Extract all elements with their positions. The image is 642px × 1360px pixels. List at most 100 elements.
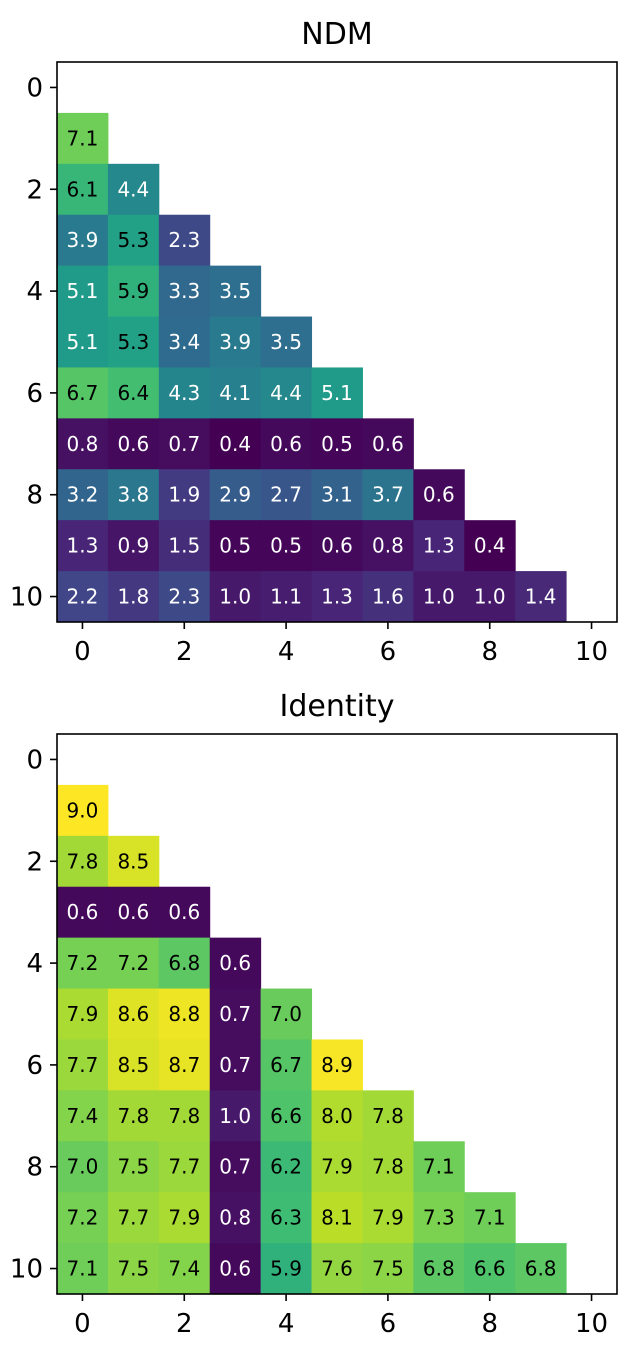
cell-value-label: 1.5 (168, 534, 200, 558)
heatmap-cell (57, 835, 109, 888)
cell-value-label: 0.6 (372, 432, 404, 456)
cell-value-label: 5.3 (117, 330, 149, 354)
heatmap-cell (158, 1090, 211, 1142)
cell-value-label: 2.2 (67, 585, 99, 609)
cell-value-label: 7.0 (67, 1155, 99, 1179)
cell-value-label: 0.7 (219, 1053, 251, 1077)
heatmap-cell (209, 988, 262, 1040)
cell-value-label: 3.5 (219, 279, 251, 303)
cell-value-label: 7.7 (168, 1155, 200, 1179)
cell-value-label: 6.1 (67, 177, 99, 201)
heatmap-cell (464, 571, 516, 623)
cell-value-label: 1.0 (219, 1104, 251, 1128)
cell-value-label: 7.7 (67, 1053, 99, 1077)
x-tick-label: 6 (380, 637, 397, 667)
heatmap-cell (311, 571, 363, 623)
cell-value-label: 7.8 (372, 1155, 404, 1179)
cell-value-label: 0.6 (219, 1257, 251, 1281)
cell-value-label: 7.8 (168, 1104, 200, 1128)
heatmap-cell (260, 1192, 313, 1244)
cell-value-label: 6.6 (270, 1104, 302, 1128)
heatmap-cell (107, 214, 160, 267)
heatmap-cell (311, 418, 363, 470)
heatmap-cell (260, 367, 313, 419)
cell-value-label: 1.4 (525, 585, 557, 609)
cell-value-label: 3.9 (219, 330, 251, 354)
heatmap-cell (57, 1090, 109, 1142)
heatmap-cell (362, 1141, 414, 1193)
cell-value-label: 4.1 (219, 381, 251, 405)
cell-value-label: 7.1 (474, 1206, 506, 1230)
cell-value-label: 3.8 (117, 483, 149, 507)
heatmap-cell (107, 1243, 160, 1295)
heatmap-cell (311, 1141, 363, 1193)
heatmap-cell (362, 571, 414, 623)
y-tick-label: 0 (26, 745, 43, 775)
heatmap-panel-1: NDM 7.1 6.1 4.4 3.9 5.3 2.3 5.1 5.9 3.3 3.5 5.1 5.3 3… (10, 17, 618, 667)
heatmap-cell (260, 1141, 313, 1193)
cell-value-label: 4.4 (270, 381, 302, 405)
heatmap-cell (260, 520, 313, 572)
heatmap-cell (209, 1192, 262, 1244)
cell-value-label: 7.8 (372, 1104, 404, 1128)
heatmap-cell (209, 1243, 262, 1295)
cell-value-label: 5.1 (67, 279, 99, 303)
heatmap-cell (209, 469, 262, 521)
cell-value-label: 5.9 (270, 1257, 302, 1281)
heatmap-cell (311, 1192, 363, 1244)
cell-value-label: 7.7 (117, 1206, 149, 1230)
cell-value-label: 6.8 (168, 951, 200, 975)
cell-value-label: 7.1 (67, 126, 99, 150)
cell-value-label: 7.1 (67, 1257, 99, 1281)
cell-value-label: 5.1 (67, 330, 99, 354)
heatmap-cell (413, 1192, 465, 1244)
heatmap-cell (107, 1192, 160, 1244)
heatmap-cell (107, 988, 160, 1040)
heatmap-cell (158, 214, 211, 267)
heatmap-cell (158, 1243, 211, 1295)
cell-value-label: 0.4 (219, 432, 251, 456)
heatmap-cell (362, 1090, 414, 1142)
heatmap-cell (57, 1192, 109, 1244)
heatmap-cell (311, 520, 363, 572)
heatmap-cell (311, 1243, 363, 1295)
heatmap-cell (311, 367, 363, 419)
cell-value-label: 1.8 (117, 585, 149, 609)
cell-value-label: 2.3 (168, 228, 200, 252)
plot-frame (56, 61, 618, 623)
cell-value-label: 8.8 (168, 1002, 200, 1026)
heatmap-cell (57, 784, 109, 837)
heatmap-cell (158, 1141, 211, 1193)
heatmap-cell (158, 520, 211, 572)
heatmap-cell (209, 1141, 262, 1193)
heatmap-cell (260, 988, 313, 1040)
heatmap-cell (107, 163, 160, 216)
cell-value-label: 1.3 (67, 534, 99, 558)
cell-value-label: 0.6 (270, 432, 302, 456)
heatmap-cell (413, 1141, 465, 1193)
heatmap-cell (57, 988, 109, 1040)
cell-value-label: 6.6 (474, 1257, 506, 1281)
x-tick-label: 8 (481, 637, 498, 667)
heatmap-cell (260, 571, 313, 623)
heatmap-cell (107, 316, 160, 368)
heatmap-cell (57, 265, 109, 318)
heatmap-cell (362, 520, 414, 572)
heatmap-cell (209, 571, 262, 623)
heatmap-cell (57, 418, 109, 470)
cell-value-label: 3.2 (67, 483, 99, 507)
heatmap-cell (260, 1243, 313, 1295)
heatmap-cell (515, 1243, 567, 1295)
cell-value-label: 7.3 (423, 1206, 455, 1230)
heatmap-cell (107, 1141, 160, 1193)
heatmap-cell (362, 469, 414, 521)
cell-value-label: 7.5 (117, 1257, 149, 1281)
cell-value-label: 0.8 (372, 534, 404, 558)
cell-value-label: 6.4 (117, 381, 149, 405)
cell-value-label: 7.2 (117, 951, 149, 975)
x-tick-label: 4 (278, 637, 295, 667)
heatmap-cell (209, 1090, 262, 1142)
cell-value-label: 8.5 (117, 1053, 149, 1077)
y-tick-label: 6 (26, 379, 43, 409)
